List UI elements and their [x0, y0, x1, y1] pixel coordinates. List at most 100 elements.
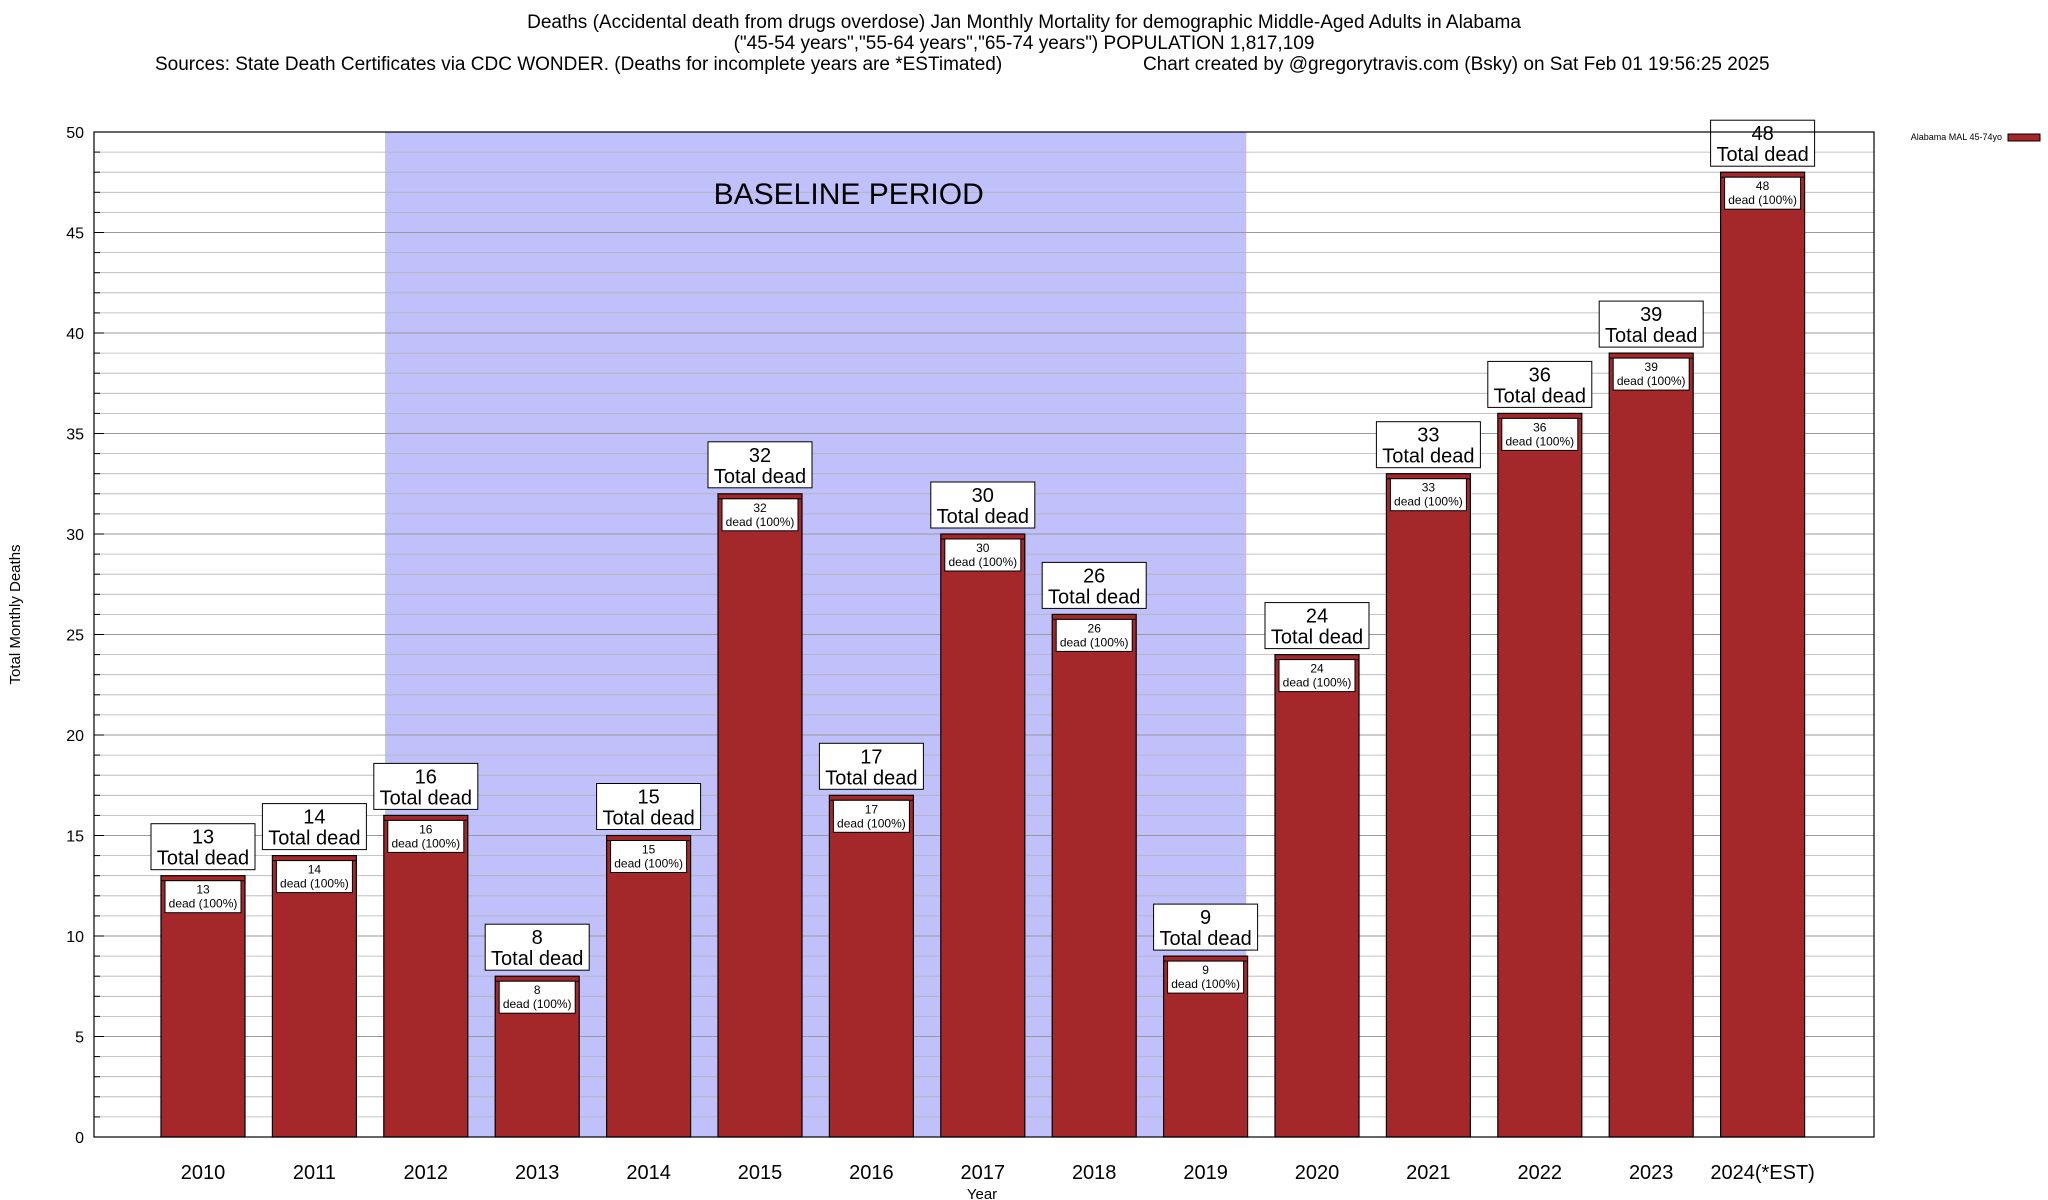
bar-2021: [1385, 473, 1472, 1138]
y-tick-label: 45: [66, 226, 84, 243]
sources-note: Sources: State Death Certificates via CD…: [155, 54, 1003, 75]
inner-value-label: 33: [1422, 481, 1436, 495]
bar-2023: [1608, 352, 1694, 1138]
total-value-label: 30: [972, 485, 994, 507]
inner-percent-label: dead (100%): [1394, 495, 1463, 509]
inner-value-label: 16: [419, 822, 433, 836]
inner-label-box: [1167, 960, 1245, 994]
bar-2011: [271, 854, 357, 1138]
total-text-label: Total dead: [1382, 446, 1474, 468]
inner-percent-label: dead (100%): [169, 897, 238, 911]
bar-2015: [717, 493, 803, 1138]
inner-percent-label: dead (100%): [614, 857, 683, 871]
total-value-label: 48: [1751, 123, 1773, 145]
inner-value-label: 9: [1202, 963, 1209, 977]
total-value-label: 16: [415, 766, 437, 788]
inner-value-label: 26: [1088, 621, 1102, 635]
total-value-label: 32: [749, 445, 771, 467]
plot-frame: [93, 131, 1875, 1138]
total-label-box: [818, 742, 924, 790]
inner-value-label: 24: [1310, 662, 1324, 676]
total-value-label: 24: [1306, 606, 1328, 628]
total-label-box: [1710, 119, 1816, 167]
x-tick-label: 2013: [515, 1162, 560, 1184]
total-label-box: [261, 803, 367, 851]
total-label-box: [1487, 360, 1593, 408]
total-label-box: [930, 481, 1036, 529]
credit-note: Chart created by @gregorytravis.com (Bsk…: [1143, 54, 1770, 75]
bar-2016: [828, 794, 915, 1138]
total-text-label: Total dead: [1605, 325, 1697, 347]
inner-label-box: [1724, 176, 1802, 210]
inner-label-box: [1501, 417, 1579, 451]
x-tick-label: 2021: [1406, 1162, 1451, 1184]
total-value-label: 15: [637, 787, 659, 809]
y-tick-label: 30: [66, 527, 84, 544]
total-value-label: 9: [1200, 907, 1211, 929]
inner-percent-label: dead (100%): [948, 555, 1017, 569]
y-tick-label: 0: [75, 1130, 84, 1147]
inner-label-box: [164, 880, 242, 914]
inner-percent-label: dead (100%): [726, 515, 795, 529]
x-tick-label: 2014: [626, 1162, 671, 1184]
bar-2020: [1274, 653, 1360, 1138]
inner-label-box: [275, 860, 353, 894]
inner-percent-label: dead (100%): [1728, 193, 1797, 207]
total-text-label: Total dead: [491, 948, 583, 970]
inner-percent-label: dead (100%): [1505, 434, 1574, 448]
total-text-label: Total dead: [1716, 144, 1808, 166]
inner-label-box: [721, 498, 799, 532]
x-tick-label: 2018: [1072, 1162, 1117, 1184]
total-text-label: Total dead: [157, 848, 249, 870]
total-value-label: 17: [860, 746, 882, 768]
inner-value-label: 48: [1756, 179, 1770, 193]
total-value-label: 13: [192, 827, 214, 849]
inner-value-label: 8: [534, 983, 541, 997]
inner-value-label: 36: [1533, 420, 1547, 434]
x-tick-label: 2020: [1295, 1162, 1340, 1184]
total-text-label: Total dead: [714, 466, 806, 488]
inner-label-box: [610, 840, 688, 873]
inner-value-label: 30: [976, 541, 990, 555]
inner-value-label: 32: [753, 501, 767, 515]
total-value-label: 33: [1417, 425, 1439, 447]
inner-label-box: [498, 980, 576, 1014]
total-label-box: [596, 783, 702, 830]
total-text-label: Total dead: [1159, 928, 1251, 950]
legend-label: Alabama MAL 45-74yo: [1911, 132, 2002, 142]
inner-percent-label: dead (100%): [1171, 977, 1240, 991]
total-text-label: Total dead: [1271, 627, 1363, 649]
inner-value-label: 14: [308, 863, 322, 877]
total-label-box: [1153, 903, 1259, 951]
legend-swatch: [2007, 133, 2041, 142]
total-value-label: 36: [1529, 364, 1551, 386]
inner-label-box: [1612, 357, 1690, 391]
inner-value-label: 15: [642, 843, 656, 857]
x-tick-label: 2023: [1629, 1162, 1674, 1184]
total-label-box: [1375, 421, 1481, 469]
chart-subtitle: ("45-54 years","55-64 years","65-74 year…: [733, 33, 1315, 54]
inner-label-box: [1278, 659, 1356, 693]
inner-value-label: 39: [1645, 360, 1659, 374]
inner-label-box: [944, 538, 1022, 572]
y-tick-label: 25: [66, 628, 84, 645]
total-text-label: Total dead: [937, 506, 1029, 528]
inner-percent-label: dead (100%): [280, 877, 349, 891]
total-label-box: [1264, 602, 1370, 650]
bar-2014: [605, 834, 692, 1138]
y-tick-label: 5: [75, 1030, 84, 1047]
bar-2010: [160, 875, 246, 1138]
x-tick-label: 2017: [961, 1162, 1006, 1184]
total-text-label: Total dead: [268, 828, 360, 850]
total-text-label: Total dead: [380, 787, 472, 809]
inner-label-box: [387, 819, 465, 853]
x-axis-label: Year: [967, 1186, 997, 1200]
x-tick-label: 2012: [404, 1162, 449, 1184]
inner-percent-label: dead (100%): [391, 836, 460, 850]
bar-2024(*EST): [1719, 171, 1806, 1138]
bar-2017: [940, 533, 1026, 1138]
total-value-label: 14: [303, 807, 325, 829]
total-label-box: [484, 923, 590, 971]
total-label-box: [1041, 561, 1147, 609]
